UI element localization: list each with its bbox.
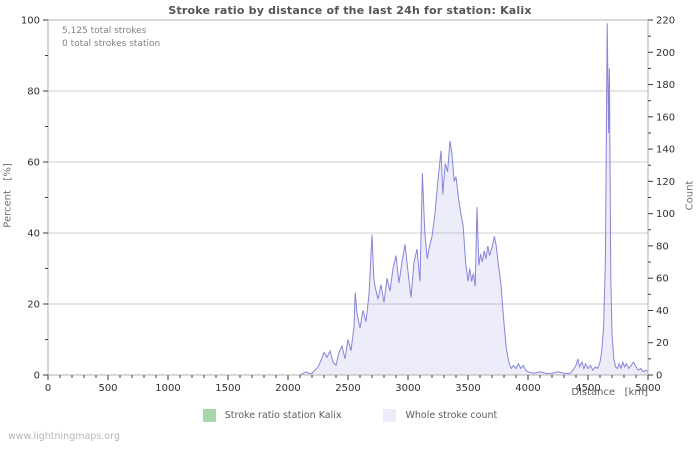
svg-text:120: 120 xyxy=(656,177,675,188)
svg-text:1500: 1500 xyxy=(215,383,240,394)
svg-text:80: 80 xyxy=(656,241,669,252)
svg-text:40: 40 xyxy=(27,229,40,240)
svg-text:500: 500 xyxy=(98,383,117,394)
svg-text:5000: 5000 xyxy=(635,383,660,394)
stroke-ratio-swatch-icon xyxy=(202,409,216,422)
svg-text:60: 60 xyxy=(27,158,40,169)
svg-text:3000: 3000 xyxy=(395,383,420,394)
svg-text:100: 100 xyxy=(656,209,675,220)
svg-text:0: 0 xyxy=(45,383,51,394)
total-strokes-annotation: 5,125 total strokes xyxy=(62,26,147,36)
whole-stroke-count-swatch-icon xyxy=(383,409,397,422)
svg-text:140: 140 xyxy=(656,145,675,156)
svg-text:20: 20 xyxy=(656,338,669,349)
total-strokes-station-annotation: 0 total strokes station xyxy=(62,39,161,49)
svg-text:0: 0 xyxy=(34,371,40,382)
svg-text:2500: 2500 xyxy=(335,383,360,394)
svg-text:220: 220 xyxy=(656,16,675,27)
svg-text:4000: 4000 xyxy=(515,383,540,394)
svg-text:40: 40 xyxy=(656,306,669,317)
svg-text:180: 180 xyxy=(656,80,675,91)
svg-text:20: 20 xyxy=(27,300,40,311)
svg-text:80: 80 xyxy=(27,87,40,98)
legend-label: Stroke ratio station Kalix xyxy=(224,410,342,421)
svg-text:100: 100 xyxy=(21,16,40,27)
svg-text:160: 160 xyxy=(656,112,675,123)
svg-text:200: 200 xyxy=(656,48,675,59)
svg-text:0: 0 xyxy=(656,371,662,382)
right-axis-title: Count xyxy=(684,180,696,211)
legend-label: Whole stroke count xyxy=(405,410,498,421)
watermark: www.lightningmaps.org xyxy=(8,431,120,442)
legend-item-whole-stroke-count: Whole stroke count xyxy=(383,409,497,422)
svg-text:2000: 2000 xyxy=(275,383,300,394)
legend-item-stroke-ratio: Stroke ratio station Kalix xyxy=(202,409,342,422)
x-axis-title: Distance [km] xyxy=(571,387,648,398)
chart-title: Stroke ratio by distance of the last 24h… xyxy=(168,4,532,17)
svg-text:1000: 1000 xyxy=(155,383,180,394)
svg-text:4500: 4500 xyxy=(575,383,600,394)
svg-text:3500: 3500 xyxy=(455,383,480,394)
left-axis-title: Percent [%] xyxy=(2,163,14,228)
svg-text:60: 60 xyxy=(656,274,669,285)
chart-legend: Stroke ratio station Kalix Whole stroke … xyxy=(0,409,700,422)
